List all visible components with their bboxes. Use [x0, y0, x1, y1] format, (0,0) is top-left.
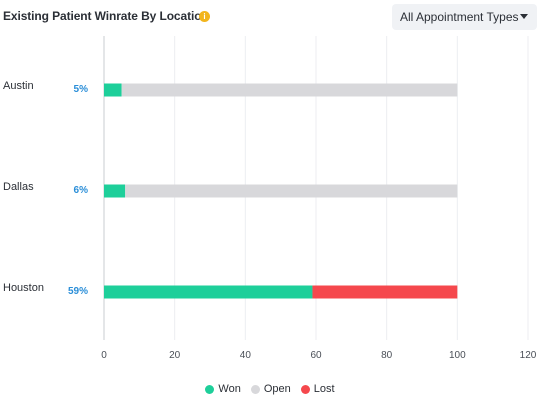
bar-won: [104, 83, 122, 97]
chart-header: Existing Patient Winrate By Location i A…: [0, 0, 540, 34]
bar-won: [104, 184, 126, 198]
legend-dot: [250, 384, 260, 394]
x-tick-label: 20: [169, 350, 181, 361]
caret-down-icon: [520, 14, 528, 19]
legend-item-won[interactable]: Won: [205, 383, 241, 395]
x-tick-label: 120: [520, 350, 537, 361]
winrate-bar-chart: 0 20 40 60 80 100 120 Austin 5% Dallas 6% Houston 59…: [3, 36, 537, 361]
legend-item-open[interactable]: Open: [250, 383, 291, 395]
percent-label: 6%: [74, 185, 89, 196]
percent-label: 5%: [74, 84, 89, 95]
info-icon[interactable]: i: [199, 11, 210, 22]
x-tick-label: 100: [449, 350, 466, 361]
bar-won: [104, 285, 313, 299]
bar-lost: [312, 285, 458, 299]
legend-dot: [205, 384, 215, 394]
legend-dot: [300, 384, 310, 394]
legend-item-lost[interactable]: Lost: [300, 383, 335, 395]
chart-legend: Won Open Lost: [0, 380, 540, 398]
chart-title: Existing Patient Winrate By Location: [3, 9, 209, 23]
x-tick-label: 60: [310, 350, 322, 361]
category-label: Houston: [3, 282, 44, 294]
dropdown-label: All Appointment Types: [400, 10, 519, 24]
legend-label: Lost: [313, 383, 335, 395]
category-label: Austin: [3, 80, 34, 92]
legend-label: Won: [218, 383, 241, 395]
category-label: Dallas: [3, 181, 34, 193]
bar-open: [121, 83, 458, 97]
x-tick-label: 80: [381, 350, 393, 361]
bar-open: [125, 184, 458, 198]
percent-label: 59%: [68, 286, 88, 297]
x-tick-label: 40: [240, 350, 252, 361]
appointment-type-dropdown[interactable]: All Appointment Types: [392, 4, 537, 30]
x-tick-label: 0: [101, 350, 107, 361]
legend-label: Open: [263, 383, 291, 395]
